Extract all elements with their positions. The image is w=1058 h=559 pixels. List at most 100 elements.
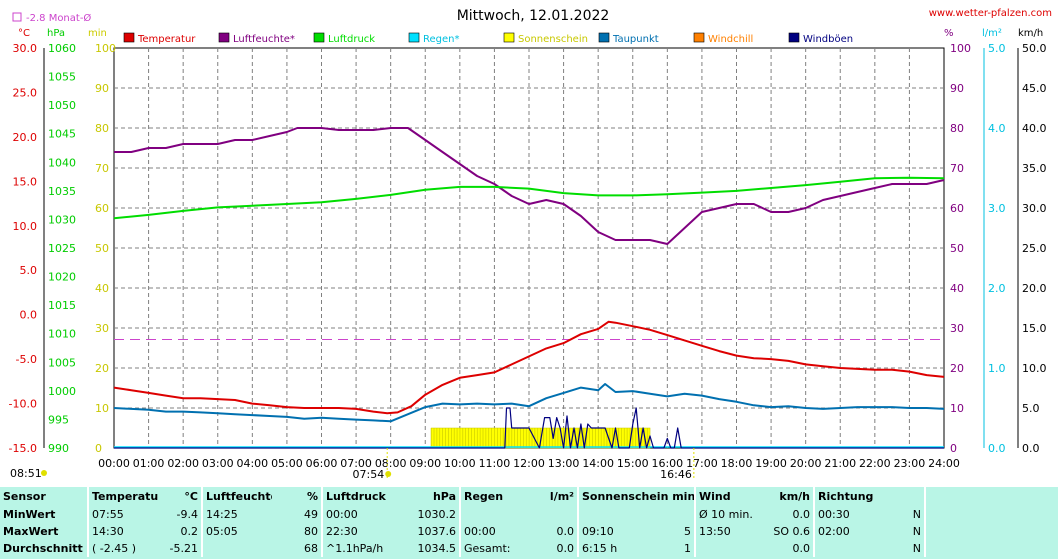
sunrise-label: 07:54 <box>353 468 385 481</box>
row-label: Durchschnitt <box>3 542 83 555</box>
site-link[interactable]: www.wetter-pfalzen.com <box>929 8 1052 19</box>
pressure-time: 22:30 <box>321 523 392 540</box>
legend: Temperatur Luftfeuchte* Luftdruck Regen* Son… <box>123 32 853 45</box>
pressure-tick-label: 1060 <box>48 42 76 55</box>
wind-value: 0.0 <box>792 542 811 555</box>
hour-label: 18:00 <box>721 457 753 470</box>
humidity-value: 80 <box>304 525 318 538</box>
sun-markers: 07:54 16:46 08:51 <box>10 448 695 481</box>
pressure-tick-label: 1035 <box>48 185 76 198</box>
stats-panel: Sensor Temperatur °C Luftfeuchte % Luftd… <box>0 487 1058 559</box>
legend-label: Taupunkt <box>612 34 659 45</box>
pressure-tick-label: 1015 <box>48 299 76 312</box>
hour-label: 02:00 <box>167 457 199 470</box>
percent-tick-label: 40 <box>950 282 964 295</box>
percent-tick-label: 100 <box>950 42 971 55</box>
series-taupunkt <box>113 383 945 423</box>
pressure-time: ^1.1hPa/h <box>321 540 392 557</box>
rain-tick-label: 4.0 <box>988 122 1006 135</box>
temp-tick-label: 15.0 <box>13 175 38 188</box>
pressure-tick-label: 1050 <box>48 99 76 112</box>
sun-value <box>650 506 695 523</box>
temp-time: 14:30 <box>87 523 158 540</box>
hour-label: 19:00 <box>755 457 787 470</box>
direction-value: N <box>912 525 922 538</box>
unit-minutes: min <box>88 28 107 39</box>
row-label: MinWert <box>3 508 56 521</box>
legend-swatch <box>693 32 705 43</box>
minutes-tick-label: 80 <box>95 122 109 135</box>
percent-tick-label: 70 <box>950 162 964 175</box>
humidity-value: 68 <box>304 542 318 555</box>
row-label: MaxWert <box>3 525 59 538</box>
rain-tick-label: 3.0 <box>988 202 1006 215</box>
weather-chart: Mittwoch, 12.01.2022 www.wetter-pfalzen.… <box>8 8 1052 481</box>
pressure-value: 1037.6 <box>417 525 457 538</box>
series-luftfeuchte <box>114 127 945 245</box>
pressure-tick-label: 990 <box>48 442 69 455</box>
pressure-tick-label: 1030 <box>48 213 76 226</box>
hour-label: 22:00 <box>859 457 891 470</box>
wind-label <box>694 540 771 557</box>
sun-time <box>577 506 650 523</box>
wind-label: 13:50 <box>694 523 771 540</box>
grid <box>114 48 944 448</box>
legend-label: Temperatur <box>137 34 196 45</box>
hour-label: 20:00 <box>790 457 822 470</box>
minutes-tick-label: 20 <box>95 362 109 375</box>
hdr-direction: Richtung <box>813 487 926 506</box>
series-luftdruck <box>113 176 945 220</box>
direction-time: 00:30 <box>813 506 893 523</box>
legend-label: Luftdruck <box>328 34 375 45</box>
minutes-tick-label: 90 <box>95 82 109 95</box>
hdr-pressure: Luftdruck <box>321 487 392 506</box>
hour-label: 01:00 <box>133 457 165 470</box>
legend-label: Luftfeuchte* <box>233 34 295 45</box>
axes: 30.0 25.0 20.0 15.0 10.0 5.0 0.0 -5.0 -10.0 -15.0… <box>9 42 1047 470</box>
hour-label: 15:00 <box>617 457 649 470</box>
rain-tick-label: 5.0 <box>988 42 1006 55</box>
minutes-tick-label: 40 <box>95 282 109 295</box>
legend-swatch <box>503 32 515 43</box>
minutes-tick-label: 70 <box>95 162 109 175</box>
wind-tick-label: 20.0 <box>1022 282 1047 295</box>
series-lines <box>113 127 945 449</box>
sunset-label: 16:46 <box>660 468 692 481</box>
legend-label: Regen* <box>423 34 460 45</box>
temp-tick-label: 10.0 <box>13 220 38 233</box>
minutes-tick-label: 60 <box>95 202 109 215</box>
humidity-time: 14:25 <box>201 506 272 523</box>
hour-label: 11:00 <box>479 457 511 470</box>
legend-swatch <box>408 32 420 43</box>
minutes-tick-label: 50 <box>95 242 109 255</box>
series-windben <box>114 407 944 449</box>
wind-label: Ø 10 min. <box>694 506 771 523</box>
humidity-value: 49 <box>304 508 318 521</box>
wind-value: SO 0.6 <box>773 525 811 538</box>
rain-tick-label: 0.0 <box>988 442 1006 455</box>
pressure-tick-label: 1025 <box>48 242 76 255</box>
direction-time: 02:00 <box>813 523 893 540</box>
wind-tick-label: 15.0 <box>1022 322 1047 335</box>
temp-tick-label: -15.0 <box>9 442 37 455</box>
hour-label: 14:00 <box>582 457 614 470</box>
legend-label: Windchill <box>708 34 753 45</box>
minutes-tick-label: 100 <box>95 42 116 55</box>
pressure-tick-label: 1040 <box>48 156 76 169</box>
stats-header-row: Sensor Temperatur °C Luftfeuchte % Luftd… <box>0 487 1058 506</box>
unit-temp: °C <box>18 28 30 39</box>
temp-tick-label: 20.0 <box>13 131 38 144</box>
hdr-humidity-unit: % <box>306 490 318 503</box>
monthly-avg-icon <box>12 12 22 22</box>
percent-tick-label: 20 <box>950 362 964 375</box>
legend-swatch <box>218 32 230 43</box>
hour-label: 07:00 <box>340 457 372 470</box>
wind-tick-label: 35.0 <box>1022 162 1047 175</box>
legend-swatch <box>598 32 610 43</box>
percent-tick-label: 50 <box>950 242 964 255</box>
legend-swatch <box>313 32 325 43</box>
wind-tick-label: 5.0 <box>1022 402 1040 415</box>
hour-label: 13:00 <box>548 457 580 470</box>
hdr-sunshine: Sonnenschein min <box>576 487 696 506</box>
rain-time <box>459 506 530 523</box>
